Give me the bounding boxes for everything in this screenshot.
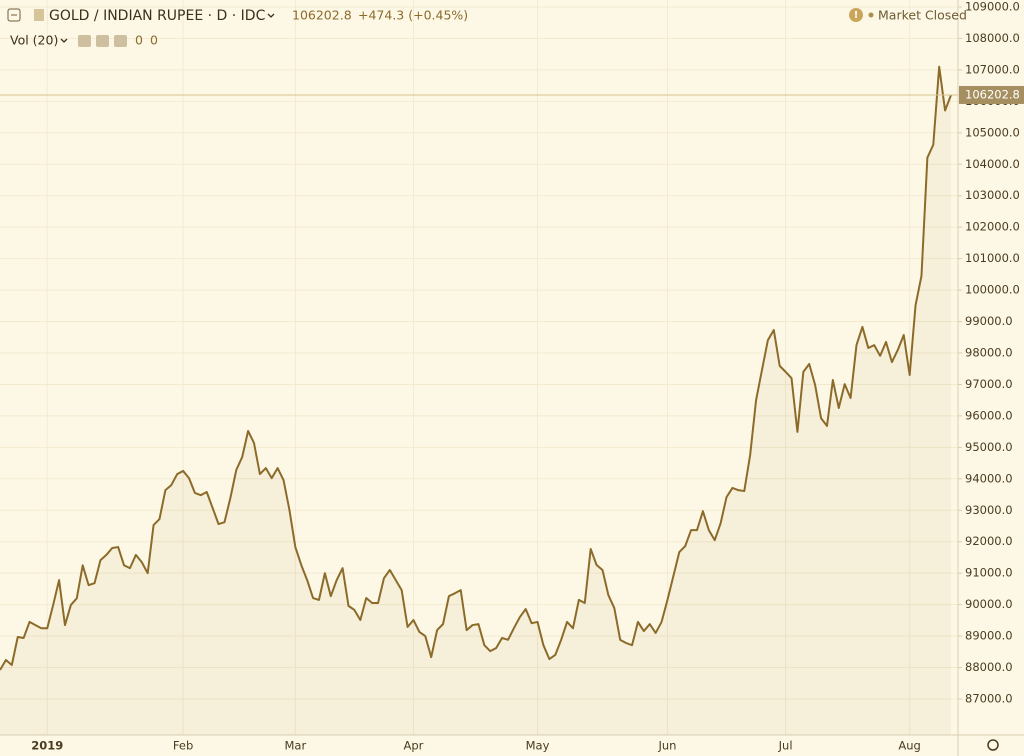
price-line bbox=[0, 65, 952, 671]
symbol-title[interactable]: GOLD / INDIAN RUPEE · D · IDC bbox=[49, 8, 266, 24]
x-tick-label: Mar bbox=[284, 739, 306, 753]
y-tick-label: 104000.0 bbox=[965, 157, 1020, 171]
grid bbox=[0, 0, 958, 735]
y-tick-label: 109000.0 bbox=[965, 0, 1020, 13]
last-price-label: 106202.8 bbox=[965, 87, 1020, 101]
axes: 87000.0 88000.0 89000.0 90000.0 91000.0 92000… bbox=[31, 0, 1024, 753]
collapse-icon[interactable] bbox=[7, 8, 21, 22]
y-tick-label: 105000.0 bbox=[965, 125, 1020, 139]
y-tick-label: 108000.0 bbox=[965, 31, 1020, 45]
plot bbox=[0, 65, 958, 735]
y-tick-label: 88000.0 bbox=[965, 660, 1013, 674]
y-tick-label: 96000.0 bbox=[965, 408, 1013, 422]
remove-button[interactable] bbox=[114, 35, 127, 47]
indicator-name[interactable]: Vol (20) bbox=[10, 33, 58, 48]
x-tick-label: Jun bbox=[657, 739, 676, 753]
y-tick-label: 95000.0 bbox=[965, 440, 1013, 454]
y-tick-label: 97000.0 bbox=[965, 377, 1013, 391]
y-tick-label: 100000.0 bbox=[965, 283, 1020, 297]
y-tick-label: 107000.0 bbox=[965, 62, 1020, 76]
indicator-value: 0 bbox=[150, 33, 158, 48]
settings-gear[interactable] bbox=[987, 739, 999, 751]
y-tick-label: 101000.0 bbox=[965, 251, 1020, 265]
flag-icon[interactable] bbox=[34, 9, 44, 21]
settings-button[interactable] bbox=[96, 35, 109, 47]
y-tick-label: 93000.0 bbox=[965, 503, 1013, 517]
y-tick-label: 102000.0 bbox=[965, 220, 1020, 234]
status-dot bbox=[868, 12, 874, 18]
last-price: 106202.8 bbox=[292, 8, 352, 23]
market-status: Market Closed bbox=[878, 8, 967, 23]
y-tick-label: 92000.0 bbox=[965, 534, 1013, 548]
x-tick-label: Jul bbox=[778, 739, 793, 753]
y-tick-label: 98000.0 bbox=[965, 345, 1013, 359]
indicator-dropdown[interactable] bbox=[60, 38, 68, 43]
x-tick-label: Feb bbox=[173, 739, 193, 753]
visibility-button[interactable] bbox=[78, 35, 91, 47]
last-price-box bbox=[959, 85, 1024, 104]
price-change: +474.3 (+0.45%) bbox=[358, 8, 468, 23]
warning-icon[interactable] bbox=[849, 8, 863, 22]
x-tick-label: 2019 bbox=[31, 739, 63, 753]
x-tick-label: May bbox=[526, 739, 550, 753]
y-tick-label: 94000.0 bbox=[965, 471, 1013, 485]
y-tick-label: 91000.0 bbox=[965, 566, 1013, 580]
x-tick-label: Apr bbox=[404, 739, 424, 753]
area bbox=[0, 66, 951, 735]
x-tick-label: Aug bbox=[898, 739, 920, 753]
y-tick-label: 99000.0 bbox=[965, 314, 1013, 328]
y-tick-label: 103000.0 bbox=[965, 188, 1020, 202]
indicator-value: 0 bbox=[135, 33, 143, 48]
y-tick-label: 87000.0 bbox=[965, 691, 1013, 705]
y-tick-label: 89000.0 bbox=[965, 629, 1013, 643]
dropdown-arrow[interactable] bbox=[267, 13, 275, 18]
warning-mark: ! bbox=[854, 10, 859, 21]
y-tick-label: 90000.0 bbox=[965, 597, 1013, 611]
